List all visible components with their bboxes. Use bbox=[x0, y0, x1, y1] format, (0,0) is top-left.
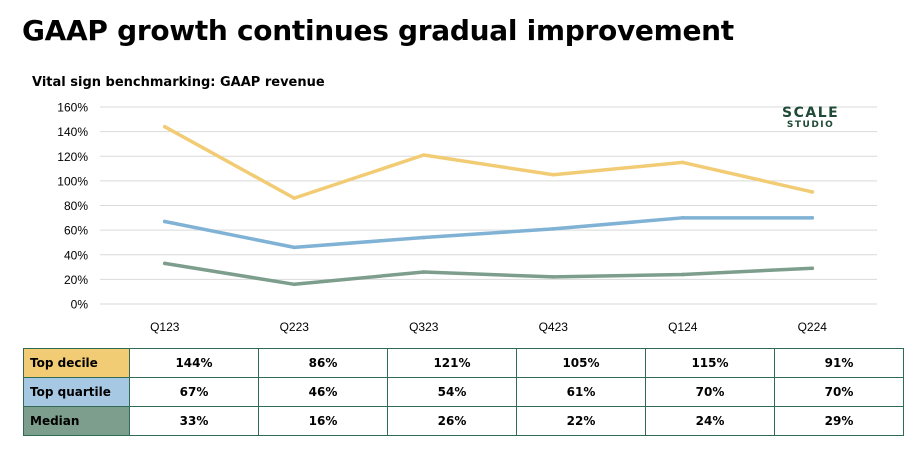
table-cell: 16% bbox=[258, 406, 388, 436]
y-tick-label: 140% bbox=[57, 125, 88, 139]
data-point-top-decile bbox=[292, 196, 297, 200]
data-point-top-decile bbox=[421, 153, 426, 157]
data-point-top-decile bbox=[551, 172, 556, 177]
table-cell: 121% bbox=[387, 348, 517, 378]
series-line-top-decile bbox=[163, 124, 814, 200]
table-cell: 86% bbox=[258, 348, 388, 378]
y-tick-label: 60% bbox=[64, 224, 88, 238]
table-row-median: Median 33% 16% 26% 22% 24% 29% bbox=[23, 406, 904, 436]
data-point-top-quartile bbox=[810, 216, 815, 220]
table-cell: 91% bbox=[774, 348, 904, 378]
y-tick-label: 160% bbox=[57, 101, 88, 115]
table-cell: 33% bbox=[129, 406, 259, 436]
y-tick-label: 120% bbox=[57, 150, 88, 164]
data-point-top-quartile bbox=[292, 245, 297, 250]
table-cell: 67% bbox=[129, 377, 259, 407]
table-row-top-quartile: Top quartile 67% 46% 54% 61% 70% 70% bbox=[23, 377, 904, 407]
data-point-top-quartile bbox=[680, 216, 685, 220]
table-row-top-decile: Top decile 144% 86% 121% 105% 115% 91% bbox=[23, 348, 904, 378]
data-point-median bbox=[551, 275, 556, 279]
x-tick-label: Q323 bbox=[409, 320, 439, 334]
scale-studio-logo: SCALE STUDIO bbox=[782, 106, 839, 130]
table-cell: 144% bbox=[129, 348, 259, 378]
x-tick-label: Q223 bbox=[280, 320, 310, 334]
data-point-top-decile bbox=[680, 160, 685, 165]
data-point-median bbox=[292, 282, 297, 287]
table-cell: 115% bbox=[645, 348, 775, 378]
row-label: Top decile bbox=[23, 348, 130, 378]
series-line-median bbox=[163, 261, 814, 287]
y-tick-label: 0% bbox=[71, 298, 89, 312]
table-cell: 22% bbox=[516, 406, 646, 436]
y-tick-label: 20% bbox=[64, 273, 88, 287]
y-tick-label: 40% bbox=[64, 248, 88, 262]
data-point-median bbox=[162, 261, 167, 266]
x-tick-label: Q224 bbox=[798, 320, 828, 334]
table-cell: 24% bbox=[645, 406, 775, 436]
data-table: Top decile 144% 86% 121% 105% 115% 91% Top quar… bbox=[23, 348, 904, 436]
data-point-top-quartile bbox=[421, 235, 426, 240]
table-cell: 70% bbox=[774, 377, 904, 407]
y-tick-label: 100% bbox=[57, 174, 88, 188]
table-cell: 54% bbox=[387, 377, 517, 407]
data-point-top-quartile bbox=[551, 227, 556, 231]
table-cell: 26% bbox=[387, 406, 517, 436]
table-cell: 105% bbox=[516, 348, 646, 378]
line-chart: 0% 20% 40% 60% 80% 100% 120% 140% 160% Q123 Q223 Q3… bbox=[57, 101, 877, 334]
logo-line1: SCALE bbox=[782, 105, 840, 121]
x-tick-label: Q123 bbox=[150, 320, 180, 334]
table-cell: 46% bbox=[258, 377, 388, 407]
data-point-median bbox=[421, 270, 426, 274]
data-point-top-decile bbox=[162, 124, 167, 129]
table-cell: 61% bbox=[516, 377, 646, 407]
data-point-top-quartile bbox=[162, 219, 167, 224]
logo-line2: STUDIO bbox=[786, 120, 835, 130]
row-label: Median bbox=[23, 406, 130, 436]
data-point-median bbox=[680, 272, 685, 277]
data-point-top-decile bbox=[810, 190, 815, 194]
row-label: Top quartile bbox=[23, 377, 130, 407]
page-title: GAAP growth continues gradual improvemen… bbox=[22, 14, 734, 47]
chart-subtitle: Vital sign benchmarking: GAAP revenue bbox=[32, 75, 325, 90]
data-point-median bbox=[810, 266, 815, 271]
table-cell: 29% bbox=[774, 406, 904, 436]
y-tick-label: 80% bbox=[64, 199, 88, 213]
series-line-top-quartile bbox=[163, 216, 814, 250]
table-cell: 70% bbox=[645, 377, 775, 407]
x-tick-label: Q423 bbox=[539, 320, 569, 334]
x-tick-label: Q124 bbox=[668, 320, 698, 334]
